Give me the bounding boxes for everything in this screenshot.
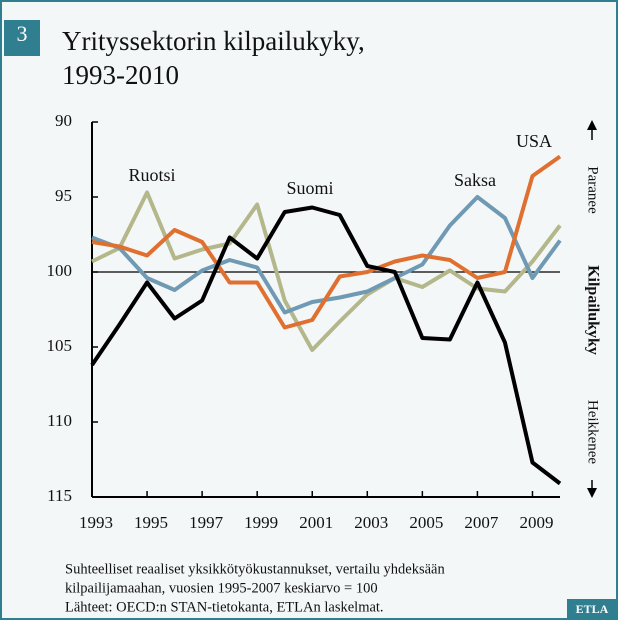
- y-tick-label: 100: [47, 261, 73, 280]
- series-label: USA: [516, 131, 552, 151]
- note: kilpailijamaahan, vuosien 1995-2007 kesk…: [65, 580, 378, 596]
- x-tick-label: 1993: [79, 513, 113, 532]
- y-tick-label: 90: [55, 111, 72, 130]
- label-bg: [583, 140, 601, 480]
- right-label-top: Paranee: [585, 166, 601, 214]
- right-label-middle: Kilpailukyky: [584, 265, 601, 355]
- x-tick-label: 2007: [464, 513, 499, 532]
- x-tick-label: 1999: [244, 513, 278, 532]
- x-tick-label: 1995: [134, 513, 168, 532]
- x-tick-label: 2001: [299, 513, 333, 532]
- x-tick-label: 1997: [189, 513, 224, 532]
- chart-title: 1993-2010: [62, 60, 179, 90]
- right-label: Paranee Kilpailukyky Heikkenee: [583, 140, 601, 480]
- y-tick-label: 105: [47, 336, 73, 355]
- series-label: Suomi: [286, 178, 333, 198]
- x-tick-label: 2005: [409, 513, 443, 532]
- badge-box: [4, 20, 40, 56]
- source-badge: ETLA: [576, 602, 609, 616]
- series-label: Saksa: [454, 170, 496, 190]
- series-label: Ruotsi: [128, 165, 175, 185]
- source-box: [567, 599, 617, 619]
- series-line: [91, 154, 562, 330]
- x-tick-label: 2003: [354, 513, 388, 532]
- right-label-bottom: Heikkenee: [585, 400, 601, 464]
- note: Lähteet: OECD:n STAN-tietokanta, ETLAn l…: [65, 599, 384, 615]
- badge: 3: [17, 21, 28, 46]
- y-tick-label: 110: [47, 411, 72, 430]
- chart-title: Yrityssektorin kilpailukyky,: [62, 26, 365, 56]
- y-tick-label: 115: [47, 486, 72, 505]
- x-tick-label: 2009: [519, 513, 553, 532]
- y-tick-label: 95: [55, 186, 72, 205]
- series-line: [90, 205, 562, 486]
- note: Suhteelliset reaaliset yksikkötyökustann…: [65, 561, 445, 577]
